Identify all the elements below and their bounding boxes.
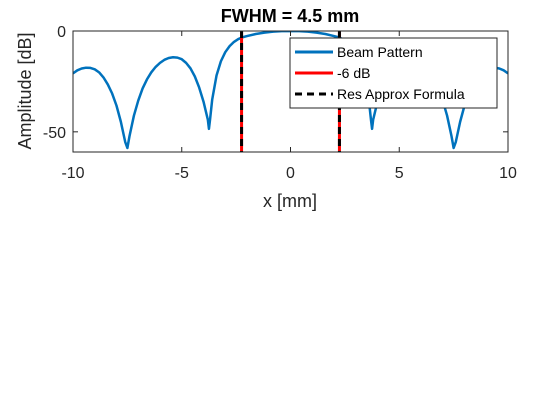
x-tick-label: -10 (61, 165, 84, 182)
x-axis-label: x [mm] (263, 191, 317, 211)
legend-label-2: -6 dB (337, 65, 370, 81)
legend: Beam Pattern -6 dB Res Approx Formula (289, 37, 498, 109)
x-tick-label: 0 (286, 165, 295, 182)
x-tick-label: -5 (175, 165, 189, 182)
legend-label-3: Res Approx Formula (337, 86, 465, 102)
axes: -10 -5 0 5 100-50 (43, 24, 517, 182)
y-tick-label: 0 (57, 24, 66, 41)
x-tick-label: 10 (499, 165, 517, 182)
y-tick-label: -50 (43, 125, 66, 142)
chart-title: FWHM = 4.5 mm (221, 6, 360, 26)
x-tick-label: 5 (395, 165, 404, 182)
y-axis-label: Amplitude [dB] (15, 32, 35, 149)
legend-label-1: Beam Pattern (337, 44, 423, 60)
